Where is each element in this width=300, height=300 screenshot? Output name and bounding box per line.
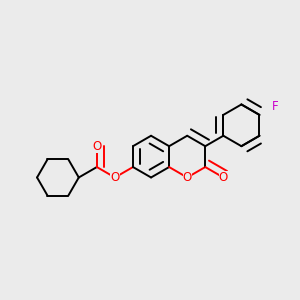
Text: F: F — [272, 100, 278, 112]
Text: O: O — [92, 140, 101, 153]
Text: O: O — [219, 171, 228, 184]
Text: O: O — [110, 171, 119, 184]
Text: O: O — [183, 171, 192, 184]
